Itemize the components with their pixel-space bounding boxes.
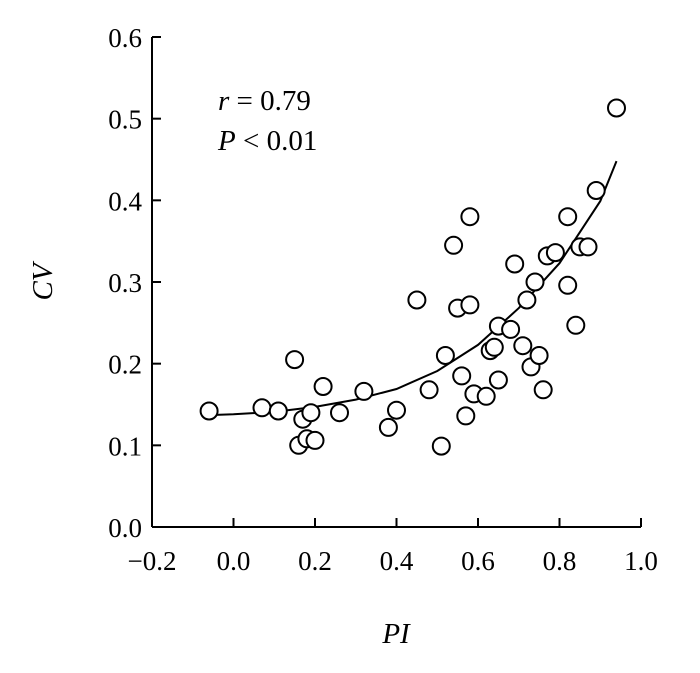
data-point <box>285 350 305 370</box>
fit-curve <box>209 160 618 417</box>
data-point <box>484 337 504 357</box>
data-point <box>313 377 333 396</box>
data-point <box>529 346 549 365</box>
data-point <box>456 406 476 426</box>
data-point <box>578 237 598 257</box>
p-value: < 0.01 <box>236 125 318 157</box>
data-point <box>558 207 578 227</box>
data-point <box>460 207 480 227</box>
data-point <box>545 243 565 263</box>
y-tick-label: 0.5 <box>108 105 142 135</box>
x-tick-label: 1.0 <box>624 546 658 576</box>
tick-labels: −0.2 0.0 0.2 0.4 0.6 0.8 1.00.00.10.20.30.40.5… <box>108 23 658 576</box>
data-point <box>301 403 321 423</box>
data-point <box>488 370 508 390</box>
data-point <box>586 181 606 200</box>
x-tick-label: 0.4 <box>380 546 414 576</box>
data-point <box>501 319 521 339</box>
y-axis-title: CV <box>27 260 59 300</box>
data-point <box>435 346 455 365</box>
r-symbol: r <box>218 85 230 117</box>
data-point <box>558 275 578 295</box>
data-point <box>268 401 288 421</box>
correlation-annotation: r = 0.79 <box>218 85 311 117</box>
x-tick-label: −0.2 <box>128 546 177 576</box>
data-point <box>517 290 537 310</box>
data-point <box>566 315 586 335</box>
x-tick-label: 0.0 <box>217 546 251 576</box>
data-point <box>452 366 472 386</box>
data-point <box>607 98 626 118</box>
data-point <box>460 295 480 315</box>
data-points <box>199 98 626 456</box>
data-point <box>354 381 374 401</box>
x-tick-label: 0.2 <box>298 546 332 576</box>
y-tick-label: 0.0 <box>108 513 142 543</box>
data-point <box>305 430 325 450</box>
p-value-annotation: P < 0.01 <box>217 125 317 157</box>
data-point <box>525 272 545 292</box>
p-symbol: P <box>217 125 236 157</box>
data-point <box>378 417 398 437</box>
data-point <box>407 290 427 310</box>
y-tick-label: 0.6 <box>108 23 142 53</box>
y-tick-label: 0.2 <box>108 350 142 380</box>
data-point <box>513 336 533 356</box>
data-point <box>330 403 349 423</box>
x-axis-title: PI <box>381 618 411 650</box>
data-point <box>199 401 219 421</box>
data-point <box>444 235 464 255</box>
y-tick-label: 0.1 <box>108 431 142 461</box>
y-tick-label: 0.3 <box>108 268 142 298</box>
r-value: = 0.79 <box>229 85 311 117</box>
data-point <box>505 254 525 274</box>
data-point <box>419 380 439 400</box>
data-point <box>252 398 272 418</box>
data-point <box>533 380 553 400</box>
data-point <box>431 436 451 456</box>
y-tick-label: 0.4 <box>108 186 142 216</box>
ticks <box>151 36 642 528</box>
x-tick-label: 0.8 <box>543 546 577 576</box>
data-point <box>476 386 496 406</box>
x-tick-label: 0.6 <box>461 546 495 576</box>
data-point <box>387 400 406 420</box>
